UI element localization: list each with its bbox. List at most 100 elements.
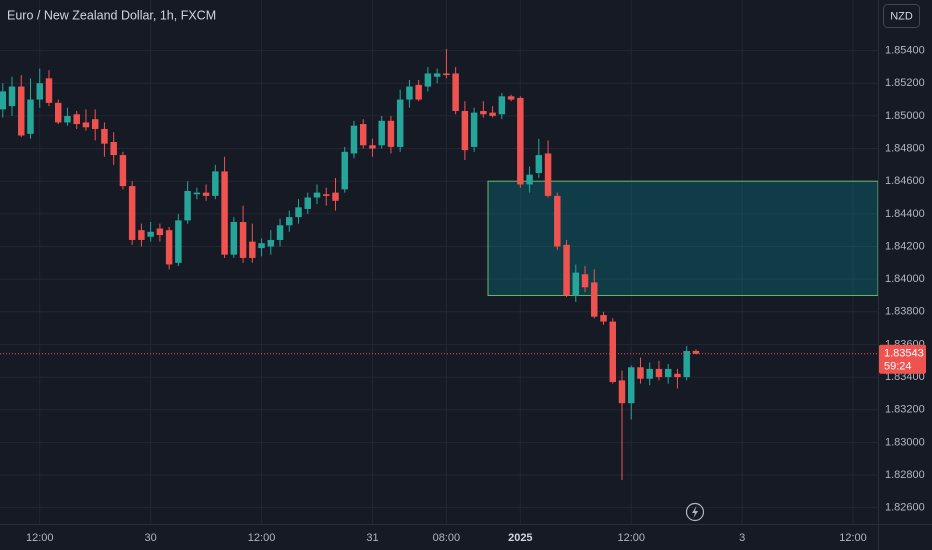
y-tick-label: 1.83800 xyxy=(885,306,925,318)
candle-body xyxy=(350,125,358,154)
candle-body xyxy=(156,228,164,236)
candle-body xyxy=(128,186,136,240)
candle-body xyxy=(110,142,117,156)
candle-body xyxy=(332,192,339,201)
candles xyxy=(0,48,878,480)
currency-button[interactable] xyxy=(883,4,920,28)
replay-icon[interactable] xyxy=(685,502,705,522)
y-tick-label: 1.82800 xyxy=(885,469,925,481)
candle-body xyxy=(119,155,127,187)
candle-body xyxy=(443,73,450,76)
candle-body xyxy=(507,96,515,100)
zone-rectangle xyxy=(487,180,879,296)
y-tick-label: 1.82600 xyxy=(885,502,925,514)
candle-body xyxy=(295,207,302,218)
x-tick-label: 12:00 xyxy=(248,532,276,544)
candle-body xyxy=(276,225,284,240)
candle-body xyxy=(581,274,589,288)
candle-body xyxy=(517,97,524,185)
candle-body xyxy=(27,99,34,134)
x-tick-label: 3 xyxy=(739,532,745,544)
candle-body xyxy=(184,190,191,221)
y-tick-label: 1.84400 xyxy=(885,208,925,220)
candle-body xyxy=(323,194,330,196)
candle-body xyxy=(646,368,653,379)
axes: 1.85400 1.85200 1.85000 1.84800 1.84600 1.844… xyxy=(26,45,925,544)
candle-body xyxy=(18,86,25,136)
currency-label[interactable]: NZD xyxy=(890,10,913,22)
y-tick-label: 1.83200 xyxy=(885,404,925,416)
candle-body xyxy=(369,145,376,149)
candle-body xyxy=(526,174,533,185)
candle-body xyxy=(91,119,99,129)
candle-body xyxy=(415,84,422,100)
candle-body xyxy=(101,128,108,144)
candle-body xyxy=(609,321,616,382)
candle-body xyxy=(544,153,552,196)
candle-body xyxy=(286,217,293,226)
candle-body xyxy=(239,222,247,258)
y-tick-label: 1.85200 xyxy=(885,77,925,89)
candle-body xyxy=(664,368,672,378)
candle-body xyxy=(424,73,432,87)
candle-body xyxy=(554,195,561,247)
candle-body xyxy=(378,120,385,146)
candle-body xyxy=(258,243,265,249)
y-tick-label: 1.84000 xyxy=(885,273,925,285)
candle-body xyxy=(165,230,173,265)
candle-body xyxy=(212,171,219,196)
x-tick-label: 12:00 xyxy=(26,532,54,544)
candle-body xyxy=(637,367,644,379)
candle-body xyxy=(359,124,367,146)
candle-body xyxy=(406,86,413,100)
candle-body xyxy=(480,111,487,115)
countdown-label: 59:24 xyxy=(884,361,912,373)
candle-body xyxy=(175,220,182,263)
candle-body xyxy=(433,73,441,77)
y-tick-label: 1.83000 xyxy=(885,436,925,448)
candle-body xyxy=(267,239,275,247)
candle-body xyxy=(498,96,506,115)
candle-body xyxy=(8,86,16,107)
candle-body xyxy=(221,171,228,255)
candle-body xyxy=(0,91,7,110)
candle-body xyxy=(387,120,395,147)
x-tick-label: 12:00 xyxy=(839,532,867,544)
y-tick-label: 1.84600 xyxy=(885,175,925,187)
candle-body xyxy=(563,244,570,296)
y-tick-label: 1.84200 xyxy=(885,240,925,252)
candle-body xyxy=(82,122,90,128)
candle-body xyxy=(193,192,201,195)
candle-body xyxy=(470,112,478,147)
candle-body xyxy=(452,73,459,112)
candle-body xyxy=(674,373,681,378)
candle-body xyxy=(600,315,607,322)
candle-body xyxy=(304,197,311,209)
candle-body xyxy=(618,380,626,404)
icon-circle[interactable] xyxy=(685,502,705,522)
candle-body xyxy=(73,114,80,125)
candle-body xyxy=(202,192,210,196)
y-tick-label: 1.85400 xyxy=(885,45,925,57)
x-tick-label: 08:00 xyxy=(433,532,461,544)
candle-body xyxy=(591,282,598,317)
candle-body xyxy=(683,350,690,378)
candle-body xyxy=(489,112,496,116)
candle-body xyxy=(45,78,53,103)
chart-title: Euro / New Zealand Dollar, 1h, FXCM xyxy=(7,8,216,22)
candle-body xyxy=(396,99,404,147)
icon-bolt[interactable] xyxy=(692,506,698,518)
x-tick-label: 30 xyxy=(145,532,157,544)
x-tick-label: 31 xyxy=(366,532,378,544)
grid xyxy=(0,0,878,524)
candle-body xyxy=(572,272,580,296)
x-tick-label: 2025 xyxy=(508,532,532,544)
candle-body xyxy=(249,241,256,258)
y-tick-label: 1.85000 xyxy=(885,110,925,122)
y-tick-label: 1.84800 xyxy=(885,142,925,154)
last-price-box xyxy=(879,344,926,374)
zone-layer xyxy=(487,180,879,296)
candle-body xyxy=(313,192,321,198)
